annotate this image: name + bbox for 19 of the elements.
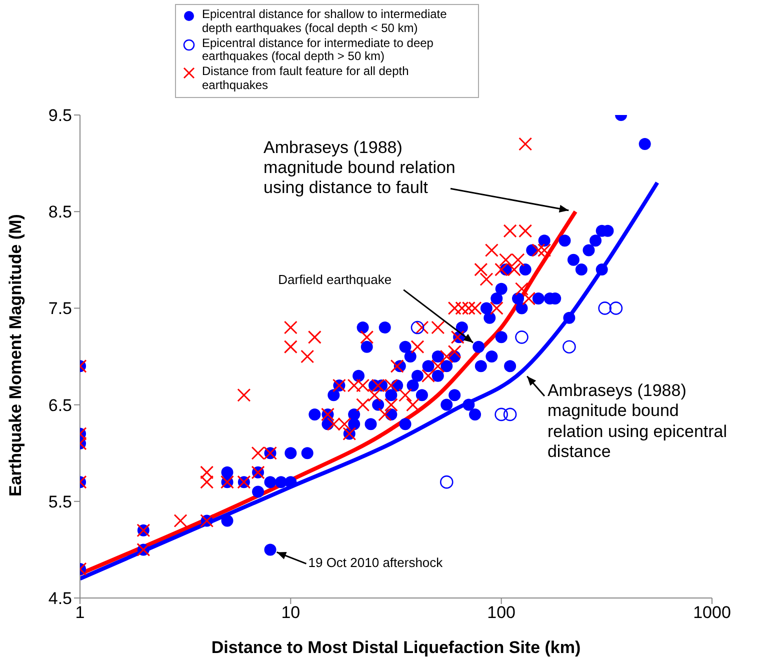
annotation: Darfield earthquake — [277, 272, 392, 288]
annotation: Ambraseys (1988) magnitude bound relation using epicentral distance — [547, 380, 728, 463]
y-tick-label: 9.5 — [48, 106, 72, 126]
annotation: Ambraseys (1988) magnitude bound relation using distance to fault — [264, 138, 456, 199]
y-tick-label: 8.5 — [48, 202, 72, 222]
x-tick-label: 10 — [281, 603, 300, 622]
y-tick-label: 5.5 — [48, 492, 72, 512]
y-axis-title: Earthquake Moment Magnitude (M) — [6, 214, 26, 496]
x-axis-title: Distance to Most Distal Liquefaction Site (km) — [211, 638, 581, 657]
legend-label: Epicentral distance for intermediate to deep earthquakes (focal depth > 50 km) — [202, 36, 434, 64]
y-tick-label: 7.5 — [48, 299, 72, 318]
x-tick-label: 100 — [487, 603, 516, 622]
y-tick-label: 6.5 — [48, 396, 72, 415]
x-tick-label: 1 — [75, 603, 85, 622]
annotation: 19 Oct 2010 aftershock — [308, 554, 444, 570]
legend-label: Distance from fault feature for all depth earthquakes — [202, 64, 410, 93]
y-tick-label: 4.5 — [48, 589, 72, 608]
legend-label: Epicentral distance for shallow to intermediate depth earthquakes (focal depth < 50 km) — [202, 7, 448, 36]
x-tick-label: 1000 — [693, 603, 731, 622]
